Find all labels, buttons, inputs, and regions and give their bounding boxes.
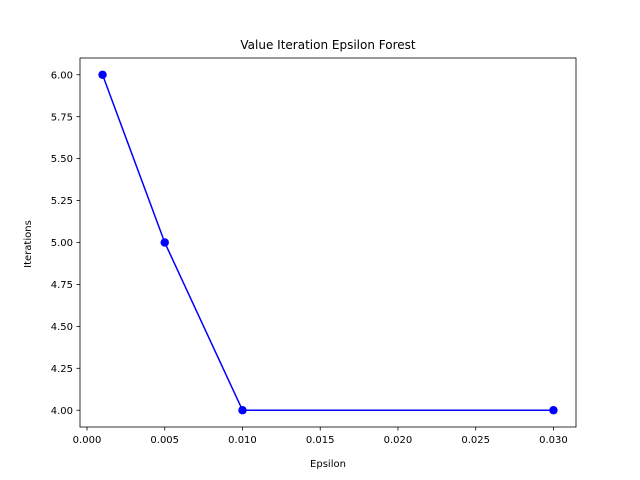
series-line — [101, 74, 554, 411]
y-tick-label: 4.25 — [51, 364, 73, 375]
y-tick-label: 4.50 — [51, 322, 73, 333]
x-tick-label: 0.015 — [306, 435, 335, 446]
x-tick-label: 0.005 — [150, 435, 179, 446]
data-point — [160, 238, 169, 247]
data-point — [549, 406, 558, 415]
y-tick-label: 5.50 — [51, 154, 73, 165]
y-tick-label: 5.00 — [51, 238, 73, 249]
y-tick-label: 5.25 — [51, 196, 73, 207]
y-tick-label: 5.75 — [51, 112, 73, 123]
x-axis-title: Epsilon — [310, 459, 346, 470]
plot-area: 0.000 0.005 0.010 0.015 0.020 0.025 0.030 4.00 4… — [51, 57, 577, 446]
y-tick-label: 6.00 — [51, 70, 73, 81]
chart-title: Value Iteration Epsilon Forest — [240, 38, 415, 52]
y-tick-label: 4.75 — [51, 280, 73, 291]
data-point — [238, 406, 247, 415]
x-tick-label: 0.025 — [461, 435, 490, 446]
y-tick-label: 4.00 — [51, 406, 73, 417]
x-tick-label: 0.010 — [228, 435, 257, 446]
x-tick-label: 0.030 — [539, 435, 568, 446]
data-point — [98, 70, 107, 79]
x-tick-label: 0.020 — [384, 435, 413, 446]
x-tick-label: 0.000 — [73, 435, 102, 446]
y-axis-title: Iterations — [23, 220, 34, 268]
